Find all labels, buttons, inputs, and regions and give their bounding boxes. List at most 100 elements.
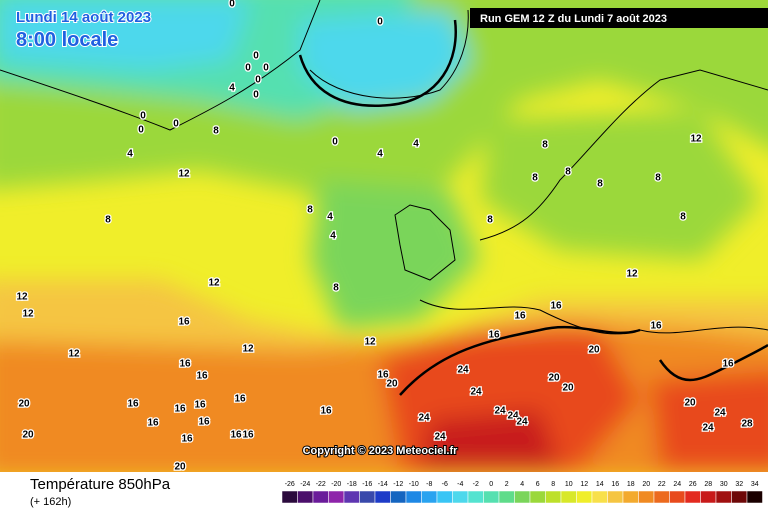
isotherm-label: 4 — [327, 212, 333, 223]
isotherm-label: 20 — [548, 373, 560, 384]
scale-label: 30 — [720, 481, 728, 488]
scale-label: 10 — [565, 481, 573, 488]
scale-label: -16 — [362, 481, 372, 488]
run-label: Run GEM 12 Z du Lundi 7 août 2023 — [480, 13, 667, 25]
scale-label: 20 — [642, 481, 650, 488]
isotherm-label: 8 — [655, 173, 661, 184]
isotherm-label: 12 — [68, 349, 80, 360]
lead-time: (+ 162h) — [30, 496, 71, 508]
scale-label: 4 — [520, 481, 524, 488]
isotherm-label: 8 — [333, 283, 339, 294]
isotherm-label: 8 — [105, 215, 111, 226]
scale-swatch — [669, 490, 686, 504]
footer-title: Température 850hPa — [30, 476, 171, 493]
temperature-field — [0, 0, 768, 480]
scale-swatch — [700, 490, 717, 504]
isotherm-label: 0 — [255, 75, 261, 86]
scale-swatch — [560, 490, 577, 504]
scale-label: -6 — [442, 481, 448, 488]
scale-swatch — [576, 490, 593, 504]
scale-label: -12 — [393, 481, 403, 488]
isotherm-label: 20 — [18, 399, 30, 410]
isotherm-label: 0 — [138, 125, 144, 136]
isotherm-label: 0 — [332, 137, 338, 148]
scale-label: -18 — [347, 481, 357, 488]
scale-swatch — [514, 490, 531, 504]
isotherm-label: 16 — [650, 321, 662, 332]
isotherm-label: 24 — [470, 387, 482, 398]
isotherm-label: 16 — [181, 434, 193, 445]
isotherm-label: 0 — [253, 51, 259, 62]
isotherm-label: 20 — [174, 462, 186, 473]
scale-swatch — [529, 490, 546, 504]
isotherm-label: 24 — [516, 417, 528, 428]
scale-label: -14 — [378, 481, 388, 488]
color-scale: -26 -24 -22 -20 -18 -16 -14 -12 -10 -8 -6 -4 -2 0 2 4 6 8… — [281, 481, 763, 504]
isotherm-label: 16 — [377, 370, 389, 381]
isotherm-label: 16 — [178, 317, 190, 328]
scale-label: -26 — [285, 481, 295, 488]
scale-label: 12 — [580, 481, 588, 488]
isotherm-label: 24 — [507, 411, 519, 422]
isotherm-label: 16 — [514, 311, 526, 322]
isotherm-label: 8 — [487, 215, 493, 226]
isotherm-label: 4 — [127, 149, 133, 160]
isotherm-label: 16 — [320, 406, 332, 417]
isotherm-label: 24 — [702, 423, 714, 434]
isotherm-label: 8 — [307, 205, 313, 216]
scale-swatch — [328, 490, 345, 504]
isotherm-label: 20 — [22, 430, 34, 441]
bold-contours — [298, 19, 768, 396]
isotherm-label: 16 — [550, 301, 562, 312]
scale-swatch — [483, 490, 500, 504]
scale-swatch — [545, 490, 562, 504]
coastlines — [0, 0, 768, 335]
scale-label: -2 — [473, 481, 479, 488]
scale-label: 6 — [536, 481, 540, 488]
isotherm-label: 16 — [147, 418, 159, 429]
isotherm-label: 12 — [208, 278, 220, 289]
scale-swatch — [436, 490, 453, 504]
isotherm-label: 0 — [245, 63, 251, 74]
isotherm-label: 8 — [680, 212, 686, 223]
scale-label: 28 — [704, 481, 712, 488]
isotherm-label: 12 — [178, 169, 190, 180]
isotherm-label: 16 — [174, 404, 186, 415]
isotherm-label: 8 — [213, 126, 219, 137]
scale-label: 26 — [689, 481, 697, 488]
scale-swatch — [281, 490, 298, 504]
scale-swatch — [591, 490, 608, 504]
isotherm-label: 8 — [565, 167, 571, 178]
copyright: Copyright © 2023 Meteociel.fr — [303, 445, 459, 457]
scale-swatch — [312, 490, 329, 504]
isotherm-label: 4 — [229, 83, 235, 94]
isotherm-label: 16 — [722, 359, 734, 370]
scale-label: 0 — [489, 481, 493, 488]
scale-label: 14 — [596, 481, 604, 488]
isotherm-label: 24 — [714, 408, 726, 419]
isotherm-label: 16 — [488, 330, 500, 341]
isotherm-label: 0 — [229, 0, 235, 10]
isotherm-label: 0 — [140, 111, 146, 122]
forecast-time: 8:00 locale — [16, 29, 118, 51]
scale-label: 24 — [673, 481, 681, 488]
isotherm-label: 8 — [597, 179, 603, 190]
isotherm-label: 12 — [364, 337, 376, 348]
isotherm-label: 16 — [198, 417, 210, 428]
scale-label: -10 — [409, 481, 419, 488]
isotherm-label: 16 — [242, 430, 254, 441]
scale-label: -8 — [426, 481, 432, 488]
isotherm-label: 16 — [234, 394, 246, 405]
isotherm-label: 20 — [684, 398, 696, 409]
isotherm-label: 0 — [253, 90, 259, 101]
scale-swatch — [684, 490, 701, 504]
isotherm-label: 24 — [494, 406, 506, 417]
isotherm-label: 12 — [690, 134, 702, 145]
isotherm-label: 8 — [542, 140, 548, 151]
scale-swatch — [467, 490, 484, 504]
scale-swatch — [343, 490, 360, 504]
scale-swatch — [638, 490, 655, 504]
scale-label: 16 — [611, 481, 619, 488]
scale-label: 2 — [505, 481, 509, 488]
